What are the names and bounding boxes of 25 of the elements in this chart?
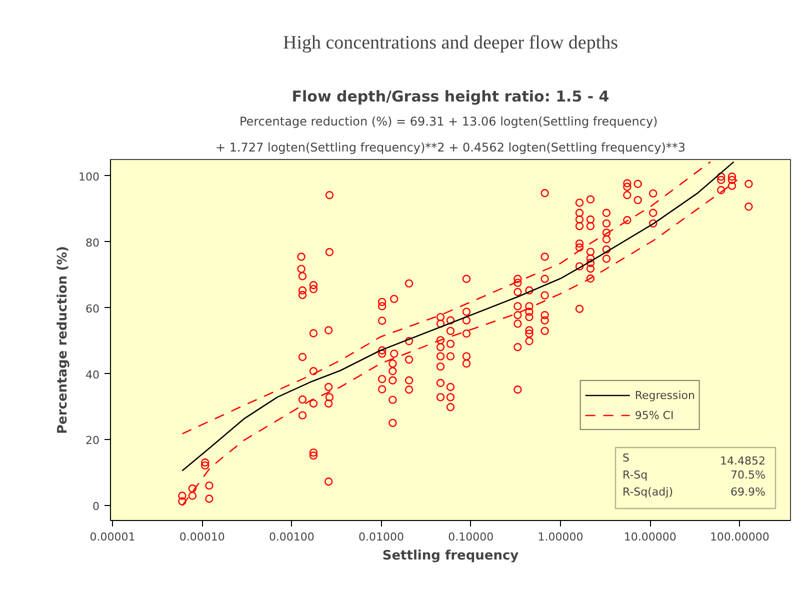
x-axis-title: Settling frequency: [382, 548, 520, 564]
y-axis-title: Percentage reduction (%): [56, 246, 71, 434]
x-tick-label: 0.01000: [358, 530, 404, 544]
x-tick-label: 10.00000: [624, 530, 676, 544]
text: R-Sq 70.5%: [622, 468, 766, 482]
x-tick-label: 1.00000: [538, 530, 584, 544]
text: R-Sq(adj) 69.9%: [622, 486, 766, 498]
text: + 1.727 logten(Settling frequency)**2 + 0.4562 logten(Settling frequency)**3: [215, 140, 686, 154]
y-tick-label: 80: [86, 236, 100, 250]
y-tick-label: 60: [86, 302, 100, 316]
y-tick-label: 40: [86, 368, 100, 382]
text: S 14.4852: [622, 452, 766, 468]
y-tick-label: 0: [92, 500, 100, 514]
y-tick-label: 20: [86, 434, 100, 448]
chart-title: High concentrations and deeper flow depths: [282, 32, 618, 54]
chart-subtitle: Flow depth/Grass height ratio: 1.5 - 4: [292, 88, 610, 106]
x-tick-label: 0.10000: [448, 530, 494, 544]
x-tick-label: 0.00010: [179, 530, 225, 544]
y-tick-label: 100: [78, 170, 100, 184]
text: Percentage reduction (%) = 69.31 + 13.06 logten(Settling frequency): [239, 114, 658, 128]
x-tick-label: 0.00001: [90, 530, 136, 544]
x-tick-label: 100.00000: [710, 530, 770, 544]
legend-label: Regression: [634, 388, 695, 402]
legend-label: 95% CI: [634, 408, 674, 422]
x-tick-label: 0.00100: [268, 530, 314, 544]
